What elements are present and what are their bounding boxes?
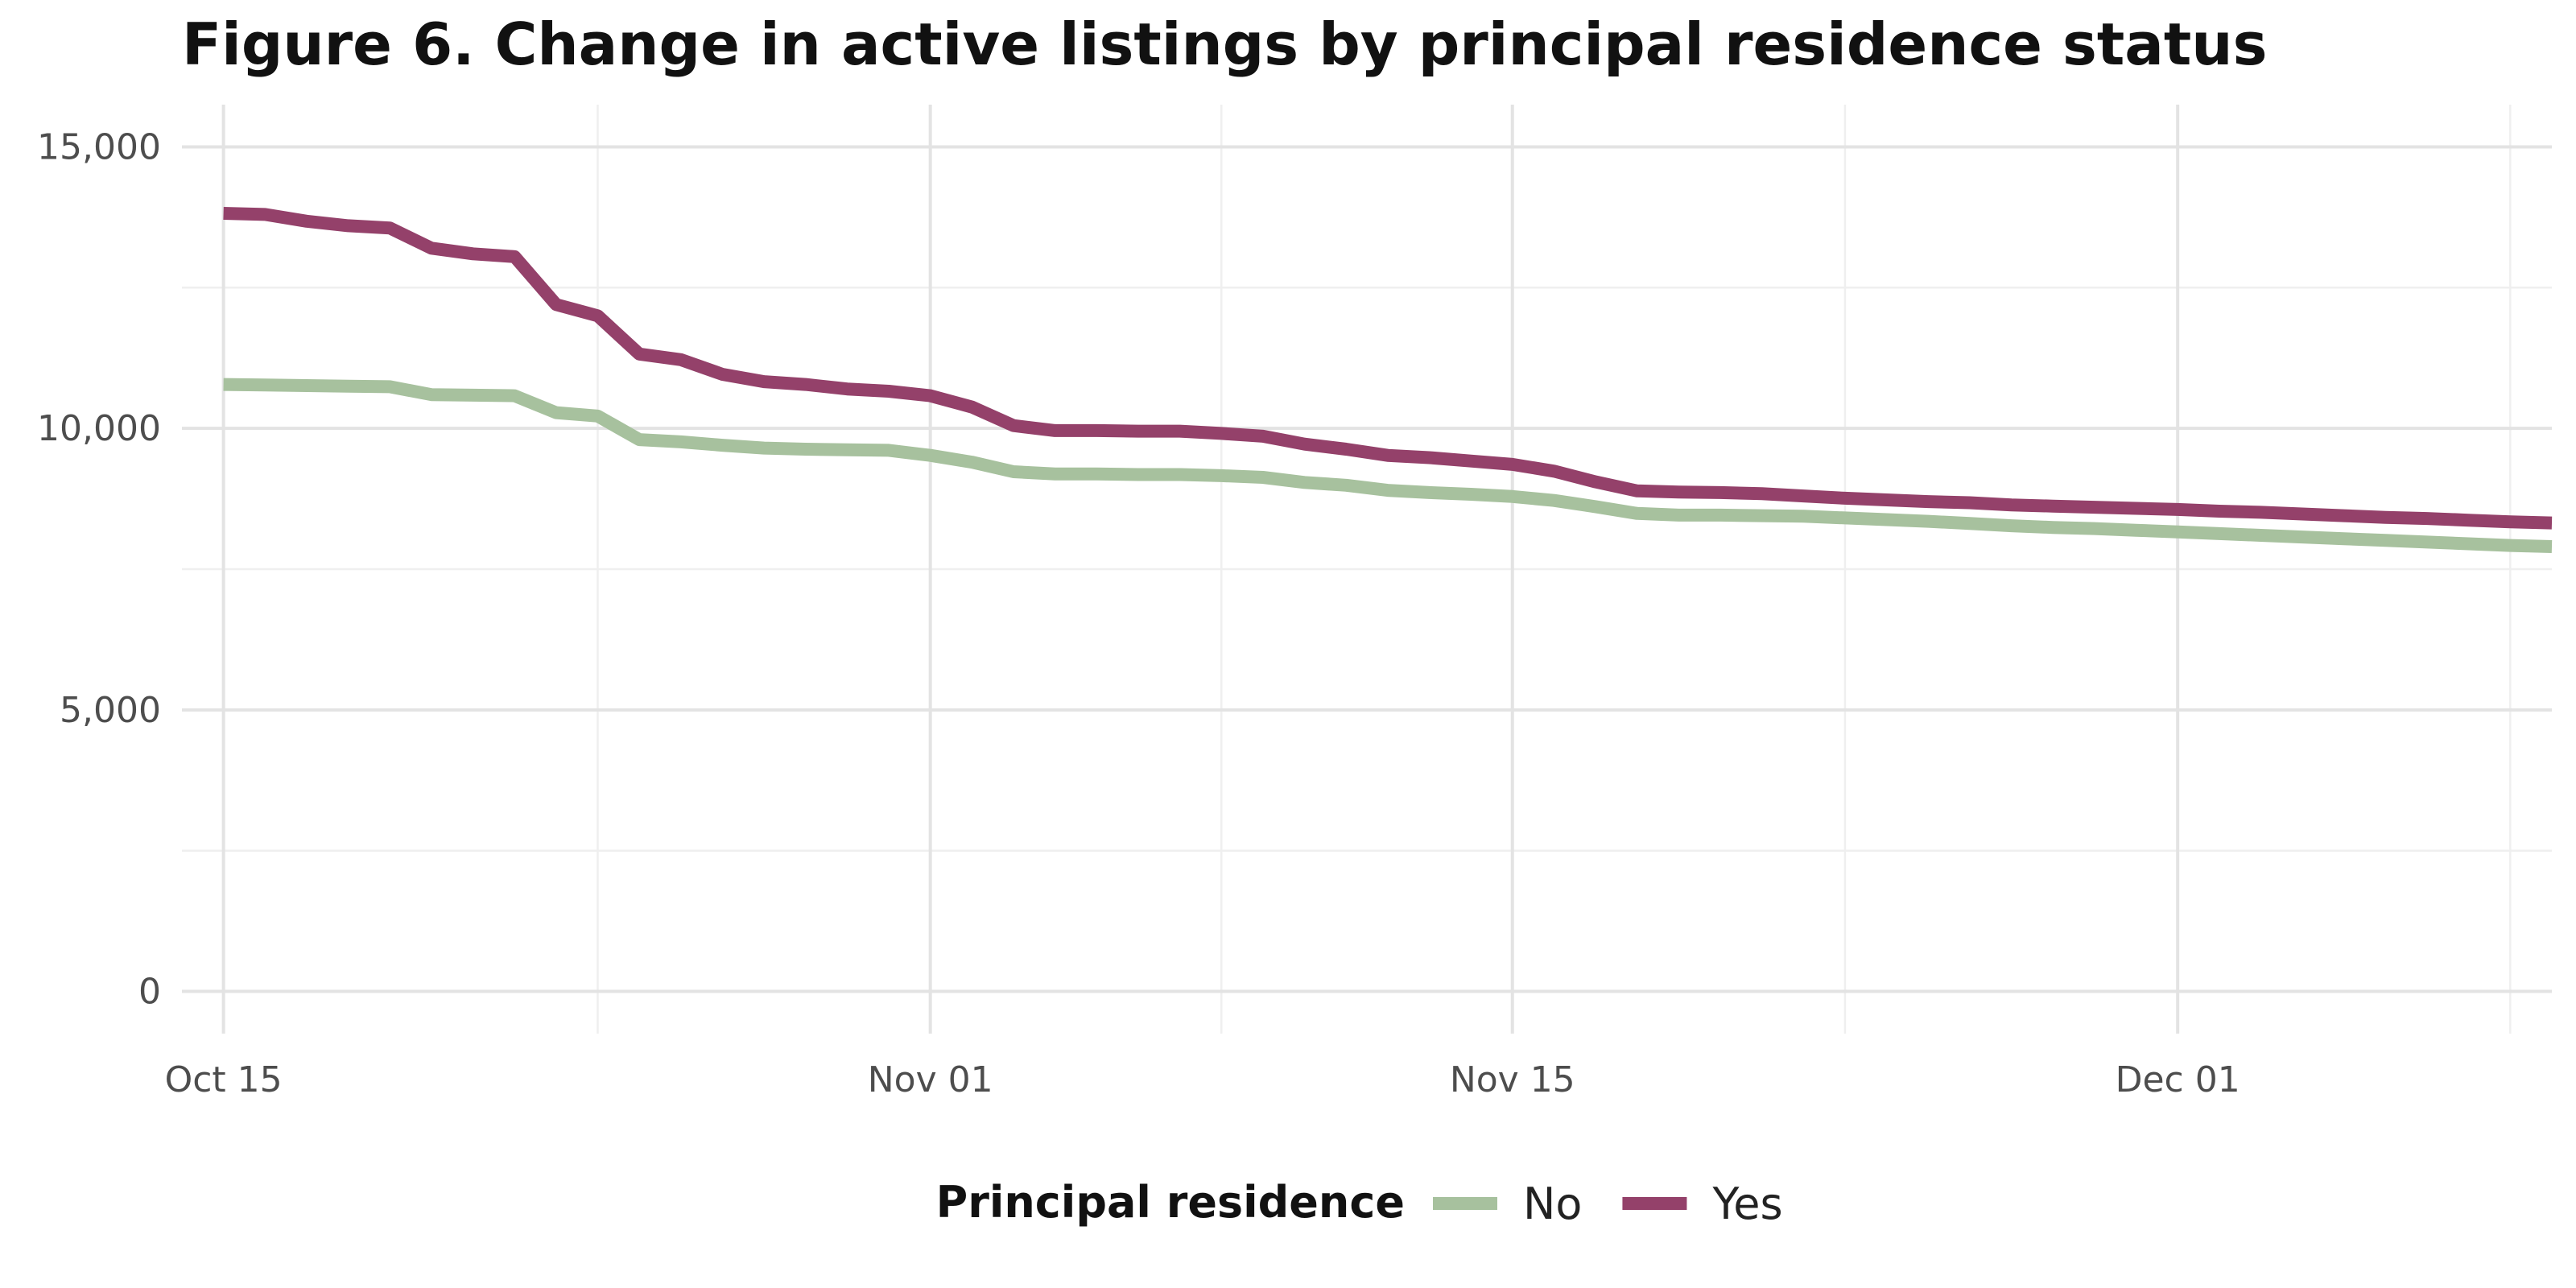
y-tick-label: 5,000 xyxy=(60,690,161,731)
y-tick-label: 10,000 xyxy=(37,408,161,449)
series-line-yes xyxy=(223,207,2553,530)
grid xyxy=(182,105,2552,1034)
chart-title: Figure 6. Change in active listings by p… xyxy=(182,10,2267,78)
x-tick-label: Nov 01 xyxy=(868,1059,993,1100)
legend-label-yes: Yes xyxy=(1711,1179,1782,1229)
x-tick-label: Nov 15 xyxy=(1450,1059,1575,1100)
x-tick-label: Oct 15 xyxy=(165,1059,283,1100)
y-axis-tick-labels: 0 5,000 10,000 15,000 xyxy=(37,126,161,1012)
series-lines xyxy=(223,207,2553,553)
legend-label-no: No xyxy=(1523,1179,1582,1229)
series-line-no xyxy=(223,378,2553,553)
x-axis-tick-labels: Oct 15 Nov 01 Nov 15 Dec 01 xyxy=(165,1059,2240,1100)
legend-items: No Yes xyxy=(1433,1179,1783,1229)
legend: Principal residence No Yes xyxy=(936,1177,1783,1229)
y-tick-label: 15,000 xyxy=(37,126,161,167)
x-tick-label: Dec 01 xyxy=(2116,1059,2240,1100)
legend-title: Principal residence xyxy=(936,1177,1405,1228)
y-tick-label: 0 xyxy=(138,972,161,1013)
